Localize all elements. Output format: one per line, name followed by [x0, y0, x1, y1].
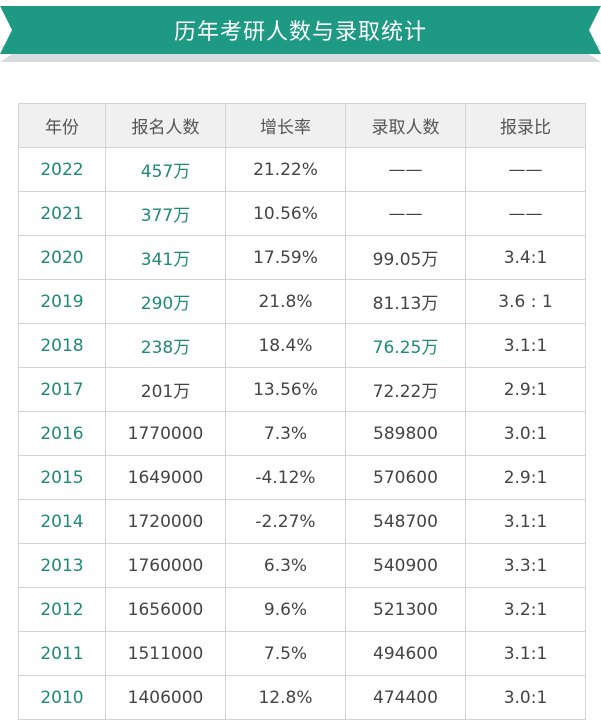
cell-applicants: 1406000 [105, 675, 226, 720]
cell-growth: 9.6% [225, 587, 346, 632]
table-header-row: 年份 报名人数 增长率 录取人数 报录比 [18, 103, 586, 148]
cell-growth: 7.5% [225, 631, 346, 676]
table-row: 2012 1656000 9.6% 521300 3.2:1 [18, 587, 586, 632]
cell-applicants: 1720000 [105, 499, 226, 544]
cell-ratio: 3.2:1 [465, 587, 586, 632]
cell-growth: 17.59% [225, 235, 346, 280]
table-row: 2020 341万 17.59% 99.05万 3.4:1 [18, 235, 586, 280]
cell-year: 2013 [18, 543, 106, 588]
cell-admitted: 72.22万 [345, 367, 466, 412]
stats-table-container: 年份 报名人数 增长率 录取人数 报录比 2022 457万 21.22% —— —— 2… [18, 103, 586, 720]
cell-ratio: 2.9:1 [465, 367, 586, 412]
cell-growth: 10.56% [225, 191, 346, 236]
cell-admitted: 570600 [345, 455, 466, 500]
cell-year: 2014 [18, 499, 106, 544]
cell-year: 2012 [18, 587, 106, 632]
cell-applicants: 290万 [105, 279, 226, 324]
table-row: 2022 457万 21.22% —— —— [18, 147, 586, 192]
cell-ratio: 3.1:1 [465, 631, 586, 676]
table-row: 2017 201万 13.56% 72.22万 2.9:1 [18, 367, 586, 412]
cell-admitted: 521300 [345, 587, 466, 632]
table-row: 2015 1649000 -4.12% 570600 2.9:1 [18, 455, 586, 500]
cell-year: 2017 [18, 367, 106, 412]
title-banner: 历年考研人数与录取统计 [0, 0, 601, 64]
table-body: 2022 457万 21.22% —— —— 2021 377万 10.56% —— —— 2020… [18, 147, 586, 720]
cell-ratio: 3.0:1 [465, 411, 586, 456]
cell-admitted: —— [345, 191, 466, 236]
cell-ratio: 3.0:1 [465, 675, 586, 720]
cell-admitted: 81.13万 [345, 279, 466, 324]
cell-applicants: 1760000 [105, 543, 226, 588]
cell-year: 2020 [18, 235, 106, 280]
cell-admitted: 76.25万 [345, 323, 466, 368]
cell-growth: -4.12% [225, 455, 346, 500]
page-title: 历年考研人数与录取统计 [173, 20, 427, 45]
cell-growth: 18.4% [225, 323, 346, 368]
cell-growth: 7.3% [225, 411, 346, 456]
cell-growth: 13.56% [225, 367, 346, 412]
cell-applicants: 457万 [105, 147, 226, 192]
cell-growth: 21.8% [225, 279, 346, 324]
cell-year: 2016 [18, 411, 106, 456]
cell-applicants: 201万 [105, 367, 226, 412]
table-row: 2014 1720000 -2.27% 548700 3.1:1 [18, 499, 586, 544]
cell-applicants: 1770000 [105, 411, 226, 456]
cell-growth: -2.27% [225, 499, 346, 544]
cell-year: 2010 [18, 675, 106, 720]
cell-growth: 21.22% [225, 147, 346, 192]
cell-ratio: 3.1:1 [465, 323, 586, 368]
cell-admitted: 474400 [345, 675, 466, 720]
cell-applicants: 377万 [105, 191, 226, 236]
cell-year: 2011 [18, 631, 106, 676]
cell-year: 2021 [18, 191, 106, 236]
cell-ratio: —— [465, 147, 586, 192]
cell-admitted: 494600 [345, 631, 466, 676]
cell-admitted: 540900 [345, 543, 466, 588]
header-admitted: 录取人数 [345, 103, 466, 148]
cell-applicants: 341万 [105, 235, 226, 280]
cell-year: 2015 [18, 455, 106, 500]
cell-ratio: 3.6 : 1 [465, 279, 586, 324]
cell-growth: 6.3% [225, 543, 346, 588]
cell-admitted: 548700 [345, 499, 466, 544]
cell-year: 2022 [18, 147, 106, 192]
cell-applicants: 1511000 [105, 631, 226, 676]
cell-growth: 12.8% [225, 675, 346, 720]
stats-table: 年份 报名人数 增长率 录取人数 报录比 2022 457万 21.22% —— —— 2… [18, 103, 586, 720]
table-row: 2010 1406000 12.8% 474400 3.0:1 [18, 675, 586, 720]
header-growth: 增长率 [225, 103, 346, 148]
cell-admitted: 589800 [345, 411, 466, 456]
header-ratio: 报录比 [465, 103, 586, 148]
cell-ratio: 3.4:1 [465, 235, 586, 280]
cell-admitted: —— [345, 147, 466, 192]
table-row: 2018 238万 18.4% 76.25万 3.1:1 [18, 323, 586, 368]
table-row: 2021 377万 10.56% —— —— [18, 191, 586, 236]
cell-ratio: —— [465, 191, 586, 236]
cell-ratio: 3.3:1 [465, 543, 586, 588]
banner-ribbon: 历年考研人数与录取统计 [0, 6, 601, 54]
table-row: 2013 1760000 6.3% 540900 3.3:1 [18, 543, 586, 588]
cell-ratio: 2.9:1 [465, 455, 586, 500]
cell-year: 2019 [18, 279, 106, 324]
table-row: 2016 1770000 7.3% 589800 3.0:1 [18, 411, 586, 456]
header-year: 年份 [18, 103, 106, 148]
cell-admitted: 99.05万 [345, 235, 466, 280]
cell-applicants: 238万 [105, 323, 226, 368]
header-applicants: 报名人数 [105, 103, 226, 148]
table-row: 2011 1511000 7.5% 494600 3.1:1 [18, 631, 586, 676]
cell-applicants: 1649000 [105, 455, 226, 500]
table-row: 2019 290万 21.8% 81.13万 3.6 : 1 [18, 279, 586, 324]
cell-year: 2018 [18, 323, 106, 368]
cell-ratio: 3.1:1 [465, 499, 586, 544]
cell-applicants: 1656000 [105, 587, 226, 632]
